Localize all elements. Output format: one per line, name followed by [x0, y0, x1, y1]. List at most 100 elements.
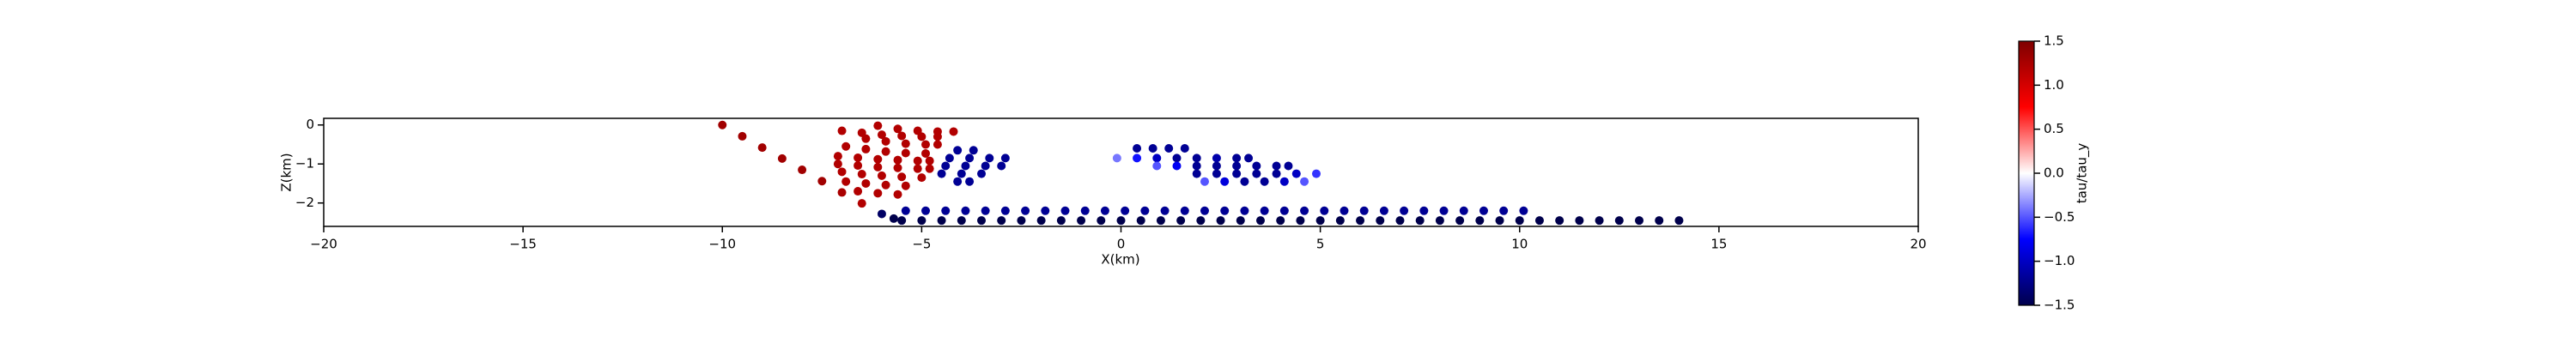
scatter-point: [1112, 153, 1121, 163]
scatter-point: [1097, 216, 1106, 226]
scatter-point: [1100, 206, 1109, 215]
scatter-point: [881, 180, 890, 190]
x-tick-label: −20: [310, 237, 337, 252]
scatter-point: [1575, 216, 1584, 226]
scatter-point: [1459, 206, 1468, 215]
scatter-point: [1212, 153, 1221, 163]
scatter-point: [901, 139, 910, 148]
scatter-point: [854, 161, 863, 171]
scatter-point: [1475, 216, 1485, 226]
scatter-point: [837, 167, 847, 177]
scatter-point: [901, 206, 910, 215]
scatter-point: [1260, 206, 1269, 215]
scatter-point: [798, 165, 807, 175]
scatter-point: [1080, 206, 1090, 215]
scatter-point: [1148, 144, 1157, 153]
scatter-point: [1311, 169, 1321, 178]
scatter-point: [873, 189, 883, 198]
scatter-point: [1279, 206, 1289, 215]
scatter-point: [837, 188, 847, 197]
scatter-point: [841, 141, 851, 151]
scatter-point: [857, 170, 866, 179]
scatter-point: [1495, 216, 1504, 226]
x-tick-label: 0: [1117, 237, 1126, 252]
scatter-point: [1200, 177, 1209, 186]
scatter-point: [1156, 216, 1165, 226]
scatter-point: [1056, 216, 1066, 226]
scatter-point: [1196, 216, 1206, 226]
scatter-point: [1320, 206, 1329, 215]
scatter-point: [841, 177, 851, 186]
colorbar-tick-label: −0.5: [2044, 209, 2075, 225]
scatter-point: [921, 148, 931, 158]
scatter-point: [997, 161, 1006, 171]
scatter-point: [877, 130, 886, 140]
scatter-point: [1284, 161, 1293, 171]
scatter-point: [1340, 206, 1349, 215]
scatter-point: [1515, 216, 1524, 226]
scatter-point: [1300, 177, 1309, 186]
scatter-point: [1555, 216, 1564, 226]
colorbar-tick-label: −1.5: [2044, 298, 2075, 313]
scatter-point: [1021, 206, 1030, 215]
scatter-point: [1172, 153, 1182, 163]
scatter-point: [917, 173, 927, 183]
scatter-point: [1232, 169, 1242, 178]
scatter-point: [1240, 177, 1249, 186]
scatter-point: [854, 187, 863, 196]
scatter-point: [1244, 153, 1254, 163]
scatter-point: [1291, 169, 1301, 178]
scatter-point: [1260, 177, 1269, 186]
scatter-point: [1060, 206, 1070, 215]
scatter-point: [1236, 216, 1245, 226]
x-tick-label: 20: [1910, 237, 1926, 252]
x-tick-label: −5: [912, 237, 931, 252]
scatter-point: [977, 216, 987, 226]
colorbar-tick-label: 0.0: [2044, 165, 2064, 181]
scatter-point: [833, 152, 842, 161]
scatter-point: [893, 155, 902, 165]
scatter-point: [945, 153, 954, 163]
colorbar-tick-label: 0.5: [2044, 121, 2064, 136]
scatter-point: [1279, 177, 1289, 186]
scatter-point: [1296, 216, 1305, 226]
scatter-point: [738, 131, 747, 141]
scatter-point: [873, 162, 883, 172]
scatter-point: [965, 153, 975, 163]
scatter-point: [1435, 216, 1444, 226]
scatter-point: [893, 163, 902, 172]
points: [718, 120, 1684, 226]
colorbar: [2018, 40, 2035, 306]
scatter-point: [1017, 216, 1026, 226]
x-tick-label: 15: [1710, 237, 1727, 252]
scatter-point: [1232, 161, 1242, 171]
scatter-point: [1635, 216, 1644, 226]
scatter-point: [1614, 216, 1624, 226]
scatter-point: [953, 177, 963, 186]
scatter-point: [985, 153, 994, 163]
scatter-point: [1276, 216, 1285, 226]
scatter-point: [1133, 144, 1142, 153]
scatter-point: [1000, 206, 1010, 215]
scatter-point: [913, 156, 922, 165]
y-tick-label: −2: [295, 195, 314, 210]
scatter-point: [1419, 206, 1429, 215]
scatter-point: [917, 132, 927, 141]
scatter-point: [1140, 206, 1150, 215]
scatter-point: [1136, 216, 1145, 226]
scatter-point: [1272, 169, 1281, 178]
scatter-point: [1376, 216, 1385, 226]
scatter-point: [1395, 216, 1405, 226]
scatter-point: [961, 161, 970, 171]
scatter-point: [1272, 161, 1281, 171]
colorbar-tick-label: 1.5: [2044, 33, 2064, 49]
scatter-point: [1499, 206, 1509, 215]
scatter-point: [1255, 216, 1265, 226]
scatter-point: [1000, 153, 1010, 163]
x-tick-label: 5: [1316, 237, 1325, 252]
scatter-point: [873, 154, 883, 164]
scatter-point: [757, 143, 767, 153]
scatter-point: [1152, 153, 1162, 163]
scatter-point: [1455, 216, 1465, 226]
scatter-point: [969, 146, 978, 155]
